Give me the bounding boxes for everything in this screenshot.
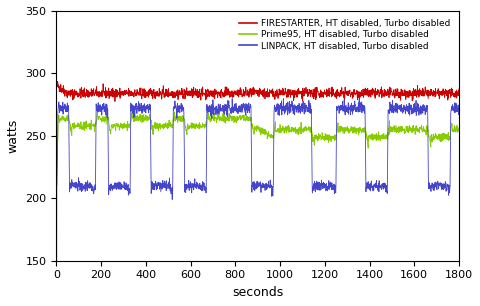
Legend: FIRESTARTER, HT disabled, Turbo disabled, Prime95, HT disabled, Turbo disabled, : FIRESTARTER, HT disabled, Turbo disabled… [235, 16, 455, 54]
Y-axis label: watts: watts [7, 119, 20, 153]
X-axis label: seconds: seconds [232, 286, 283, 299]
